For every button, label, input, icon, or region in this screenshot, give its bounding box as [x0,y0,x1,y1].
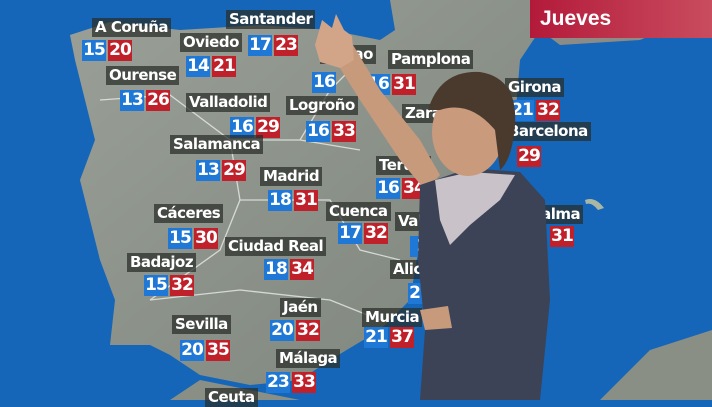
max-temp: 34 [290,259,314,280]
min-temp: 16 [230,117,254,138]
city-name: Cáceres [154,204,224,223]
min-temp: 14 [186,56,210,77]
balearic-island [585,199,604,210]
max-temp: 30 [194,228,218,249]
min-temp: 21 [510,100,534,121]
presenter-arm [335,40,440,190]
min-temp: 20 [270,320,294,341]
max-temp: 33 [292,372,316,393]
min-temp: 13 [120,90,144,111]
city-name: Sevilla [172,315,231,334]
min-temp: 17 [338,223,362,244]
day-banner: Jueves [530,0,712,38]
city-name: Oviedo [180,33,242,52]
min-temp: 16 [312,72,336,93]
max-temp: 31 [294,190,318,211]
min-temp: 23 [266,372,290,393]
max-temp: 31 [550,226,574,247]
presenter-hand-left [420,306,452,330]
city-name: Salamanca [170,135,264,154]
min-temp: 15 [144,275,168,296]
city-name: Santander [226,10,316,29]
min-temp: 18 [268,190,292,211]
min-temp: 17 [248,35,272,56]
city-name: Girona [505,78,564,97]
city-name: Cuenca [326,202,391,221]
min-temp: 15 [82,40,106,61]
city-name: Málaga [276,349,341,368]
min-temp: 15 [168,228,192,249]
city-name: Murcia [362,308,423,327]
max-temp: 35 [206,340,230,361]
city-name: A Coruña [92,18,172,37]
max-temp: 20 [108,40,132,61]
day-label: Jueves [540,7,612,30]
presenter-hair [428,71,516,170]
max-temp: 21 [212,56,236,77]
city-name: Madrid [260,167,323,186]
max-temp: 31 [392,74,416,95]
city-name: Jaén [280,298,321,317]
city-name: Valladolid [186,93,271,112]
max-temp: 29 [222,160,246,181]
city-name: Ourense [106,66,180,85]
min-temp: 16 [376,178,400,199]
min-temp: 13 [196,160,220,181]
max-temp: 33 [332,121,356,142]
max-temp: 32 [536,100,560,121]
max-temp: 23 [274,35,298,56]
max-temp: 29 [517,146,541,167]
max-temp: 37 [390,327,414,348]
max-temp: 32 [296,320,320,341]
min-temp: 18 [264,259,288,280]
max-temp: 32 [170,275,194,296]
city-name: Logroño [286,96,358,115]
city-name: Barcelona [505,122,591,141]
city-name: Pamplona [388,50,474,69]
presenter-hand [315,14,354,68]
max-temp: 32 [364,223,388,244]
max-temp: 26 [146,90,170,111]
city-name: Ciudad Real [225,237,327,256]
max-temp: 29 [256,117,280,138]
min-temp: 20 [180,340,204,361]
city-name: Badajoz [127,253,197,272]
min-temp: 16 [306,121,330,142]
presenter-scarf [435,172,515,245]
min-temp: 21 [364,327,388,348]
